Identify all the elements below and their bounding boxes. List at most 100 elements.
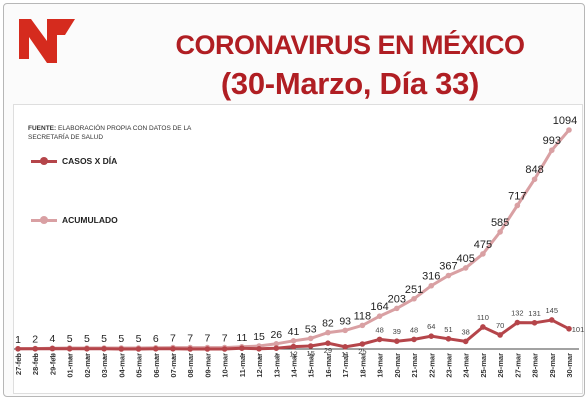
x-tick-label: 03-mar [100, 353, 109, 378]
cumulative-cases-point [411, 295, 417, 302]
daily-cases-data-label: 101 [572, 325, 585, 334]
daily-cases-data-label: 2 [50, 352, 54, 361]
cumulative-cases-point [359, 322, 366, 329]
cumulative-cases-data-label: 5 [118, 333, 124, 345]
legend-daily: CASOS X DÍA [31, 156, 117, 166]
cumulative-cases-data-label: 5 [136, 333, 142, 345]
x-tick-label: 29-feb [48, 353, 57, 376]
x-tick-label: 08-mar [186, 353, 195, 378]
x-tick-label: 19-mar [376, 353, 385, 378]
daily-cases-point [376, 336, 383, 343]
daily-cases-point [394, 338, 400, 344]
daily-cases-data-label: 39 [393, 327, 401, 336]
x-tick-label: 04-mar [117, 353, 126, 378]
x-tick-label: 28-mar [531, 353, 540, 378]
x-tick-label: 25-mar [479, 353, 488, 378]
daily-cases-data-label: 64 [427, 322, 435, 331]
cumulative-cases-data-label: 53 [305, 323, 317, 335]
x-tick-label: 09-mar [203, 353, 212, 378]
cumulative-cases-data-label: 5 [67, 333, 73, 345]
cumulative-cases-data-label: 11 [236, 332, 247, 344]
x-tick-label: 22-mar [427, 353, 436, 378]
x-tick-label: 28-feb [31, 353, 40, 376]
daily-cases-data-label: 12 [289, 350, 297, 359]
cumulative-cases-point [307, 335, 314, 342]
daily-cases-data-label: 1 [257, 352, 261, 361]
legend-cumulative-label: ACUMULADO [62, 215, 118, 225]
cumulative-cases-data-label: 848 [525, 164, 543, 176]
cumulative-cases-data-label: 251 [405, 284, 423, 296]
legend-cumulative: ACUMULADO [31, 215, 118, 225]
x-tick-label: 21-mar [410, 353, 419, 378]
cumulative-cases-data-label: 316 [422, 271, 440, 283]
daily-cases-point [101, 345, 107, 352]
cumulative-cases-data-label: 7 [170, 333, 176, 345]
cumulative-cases-data-label: 5 [101, 333, 107, 345]
cumulative-cases-data-label: 26 [270, 329, 282, 341]
cumulative-cases-data-label: 203 [388, 293, 406, 305]
x-tick-label: 20-mar [393, 353, 402, 378]
cumulative-cases-data-label: 367 [439, 261, 457, 273]
x-tick-label: 13-mar [272, 353, 281, 378]
cumulative-cases-data-label: 475 [474, 239, 492, 251]
daily-cases-data-label: 145 [546, 306, 559, 315]
x-tick-label: 18-mar [358, 353, 367, 378]
cumulative-cases-point [325, 329, 331, 336]
daily-cases-point [480, 324, 486, 330]
page-title: CORONAVIRUS EN MÉXICO [175, 30, 525, 60]
daily-cases-point [307, 343, 314, 349]
daily-cases-data-label: 48 [410, 325, 418, 334]
cumulative-cases-data-label: 82 [322, 318, 334, 330]
daily-cases-data-label: 15 [307, 349, 315, 358]
cumulative-cases-point [480, 251, 486, 257]
daily-cases-point [462, 338, 469, 345]
cumulative-cases-point [290, 337, 297, 344]
daily-cases-point [187, 346, 193, 352]
daily-cases-data-label: 131 [528, 309, 541, 318]
cumulative-cases-point [273, 340, 280, 347]
cumulative-cases-data-label: 1094 [553, 115, 577, 127]
x-tick-label: 27-feb [14, 353, 23, 376]
cumulative-cases-point [445, 272, 452, 279]
x-tick-label: 15-mar [307, 353, 316, 378]
x-tick-label: 27-mar [513, 353, 522, 378]
daily-cases-point [221, 346, 228, 352]
source-note: FUENTE: ELABORACIÓN PROPIA CON DATOS DE … [28, 124, 228, 142]
cumulative-cases-data-label: 5 [84, 333, 90, 345]
cumulative-cases-point [566, 127, 572, 133]
daily-cases-point [411, 336, 417, 343]
cumulative-cases-point [342, 327, 348, 334]
source-text: ELABORACIÓN PROPIA CON DATOS DE LA SECRE… [28, 125, 192, 141]
daily-cases-point [49, 345, 56, 352]
cumulative-cases-data-label: 15 [253, 331, 265, 343]
daily-cases-point [514, 319, 521, 326]
daily-cases-point [497, 332, 503, 338]
x-tick-label: 05-mar [135, 353, 144, 378]
x-tick-label: 24-mar [462, 353, 471, 378]
daily-cases-data-label: 38 [462, 327, 470, 336]
daily-cases-point [566, 325, 572, 332]
cumulative-cases-data-label: 585 [491, 217, 509, 229]
x-tick-label: 11-mar [238, 353, 247, 377]
daily-cases-point [32, 345, 39, 352]
daily-cases-point [239, 345, 245, 351]
cumulative-cases-point [428, 282, 435, 289]
legend-daily-swatch [31, 156, 57, 165]
cumulative-cases-point [514, 202, 521, 209]
daily-cases-point [66, 345, 73, 352]
x-tick-label: 07-mar [169, 353, 178, 378]
x-tick-label: 29-mar [548, 353, 557, 378]
x-tick-label: 06-mar [152, 353, 161, 378]
daily-cases-point [15, 345, 21, 352]
x-tick-label: 17-mar [341, 353, 350, 378]
cumulative-cases-data-label: 41 [288, 326, 300, 338]
daily-cases-data-label: 48 [375, 325, 383, 334]
daily-cases-data-label: 1 [171, 352, 175, 361]
cumulative-cases-data-label: 2 [32, 334, 38, 346]
daily-cases-point [428, 333, 435, 339]
daily-cases-point [325, 340, 331, 346]
source-label: FUENTE: [28, 125, 57, 132]
daily-cases-point [531, 319, 538, 326]
cumulative-cases-point [548, 147, 555, 154]
